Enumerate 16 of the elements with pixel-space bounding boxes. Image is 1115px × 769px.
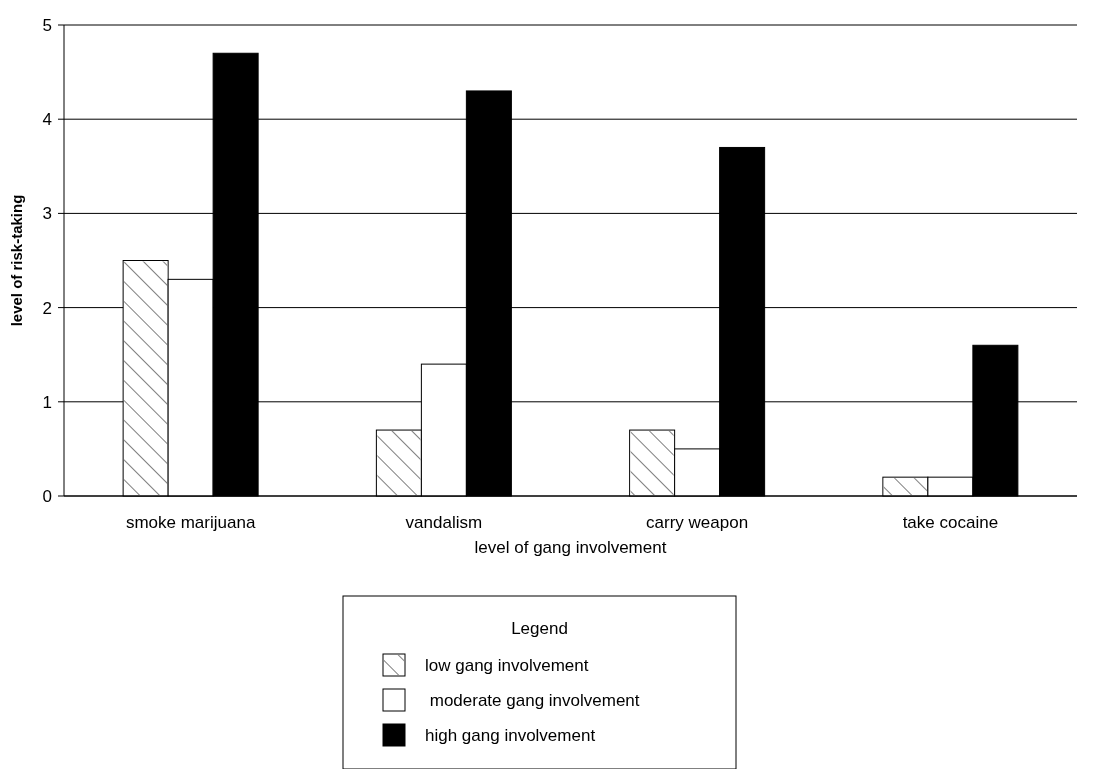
y-axis-title: level of risk-taking [8,194,25,327]
y-tick-label: 4 [42,110,52,130]
legend-title: Legend [511,619,568,638]
x-tick-label: vandalism [405,513,483,532]
legend-label: moderate gang involvement [425,690,640,710]
x-tick-label: smoke marijuana [125,513,256,532]
x-axis-title: level of gang involvement [474,538,667,557]
y-tick-label: 0 [42,486,52,506]
y-tick-label: 1 [42,392,52,412]
x-tick-label: take cocaine [902,513,999,532]
y-tick-label: 5 [42,15,52,35]
legend-label: high gang involvement [425,725,596,745]
y-tick-label: 3 [42,204,52,224]
x-tick-label: carry weapon [646,513,749,532]
legend-label: low gang involvement [425,655,589,675]
y-tick-label: 2 [42,298,52,318]
